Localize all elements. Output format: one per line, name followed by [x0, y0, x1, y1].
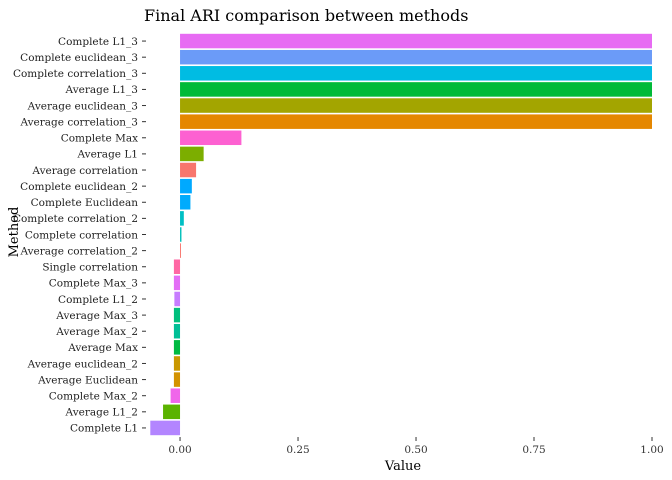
bar-average-max-2: [173, 323, 181, 339]
bar-complete-correlation-3: [180, 66, 652, 81]
y-tick-label: Complete euclidean_2: [20, 181, 138, 193]
y-tick-label: Complete Max: [61, 133, 138, 145]
y-tick-label: Complete Max_3: [49, 278, 138, 290]
bar-average-max: [173, 340, 181, 355]
bar-average-correlation-2: [180, 243, 181, 258]
x-tick-label: 0.00: [168, 444, 191, 456]
y-tick-label: Average Euclidean: [37, 374, 138, 386]
y-tick-label: Average L1: [76, 149, 138, 161]
bar-average-max-3: [173, 307, 181, 323]
bar-complete-correlation: [180, 227, 182, 242]
x-tick-label: 1.00: [640, 444, 663, 456]
x-tick-label: 0.75: [522, 444, 545, 456]
bar-complete-correlation-2: [180, 211, 184, 226]
y-tick-label: Average Max_3: [55, 310, 138, 322]
y-tick-label: Complete L1: [70, 423, 138, 435]
bar-complete-euclidean-3: [180, 49, 652, 65]
y-tick-label: Complete correlation_3: [13, 68, 138, 80]
y-tick-label: Complete L1_3: [58, 36, 138, 48]
bar-complete-max-3: [173, 275, 181, 291]
bar-average-correlation: [180, 162, 197, 178]
bar-complete-max-2: [170, 388, 181, 403]
y-tick-label: Complete euclidean_3: [20, 52, 138, 64]
bar-average-euclidean-3: [180, 98, 652, 113]
y-tick-label: Average correlation_2: [19, 245, 138, 257]
bar-complete-l1-3: [180, 33, 652, 49]
y-tick-label: Complete Max_2: [49, 391, 138, 403]
y-tick-label: Average correlation_3: [19, 116, 138, 128]
y-tick-label: Average correlation: [31, 165, 138, 177]
bars-group: [150, 33, 652, 436]
y-tick-label: Average Max_2: [55, 326, 138, 338]
y-tick-label: Average euclidean_2: [27, 358, 138, 370]
bar-complete-max: [180, 130, 242, 146]
bar-single-correlation: [173, 259, 181, 274]
chart-title: Final ARI comparison between methods: [144, 6, 468, 25]
y-axis-title: Method: [7, 207, 22, 258]
bar-complete-euclidean-2: [180, 178, 192, 194]
y-tick-label: Complete correlation: [25, 229, 138, 241]
y-tick-label: Average L1_3: [65, 84, 138, 96]
bar-complete-euclidean: [180, 195, 191, 210]
bar-average-correlation-3: [180, 114, 652, 129]
x-tick-label: 0.50: [404, 444, 427, 456]
y-tick-label: Complete correlation_2: [13, 213, 138, 225]
bar-average-l1: [180, 146, 204, 162]
y-tick-labels: Complete L1_3 Complete euclidean_3 Complet…: [13, 36, 146, 435]
bar-average-l1-2: [163, 404, 181, 420]
bar-average-l1-3: [180, 82, 652, 97]
x-tick-label: 0.25: [286, 444, 309, 456]
bar-average-euclidean-2: [173, 356, 181, 371]
y-tick-label: Complete L1_2: [58, 294, 138, 306]
y-tick-label: Average euclidean_3: [27, 100, 138, 112]
x-axis-title: Value: [384, 459, 421, 474]
y-tick-label: Average Max: [67, 342, 138, 354]
y-tick-label: Complete Euclidean: [31, 197, 139, 209]
bar-average-euclidean: [173, 372, 181, 387]
y-tick-label: Single correlation: [42, 262, 138, 274]
bar-complete-l1: [150, 420, 181, 436]
bar-complete-l1-2: [174, 291, 181, 307]
x-axis: 0.00 0.25 0.50 0.75 1.00: [168, 437, 664, 456]
y-tick-label: Average L1_2: [65, 407, 138, 419]
